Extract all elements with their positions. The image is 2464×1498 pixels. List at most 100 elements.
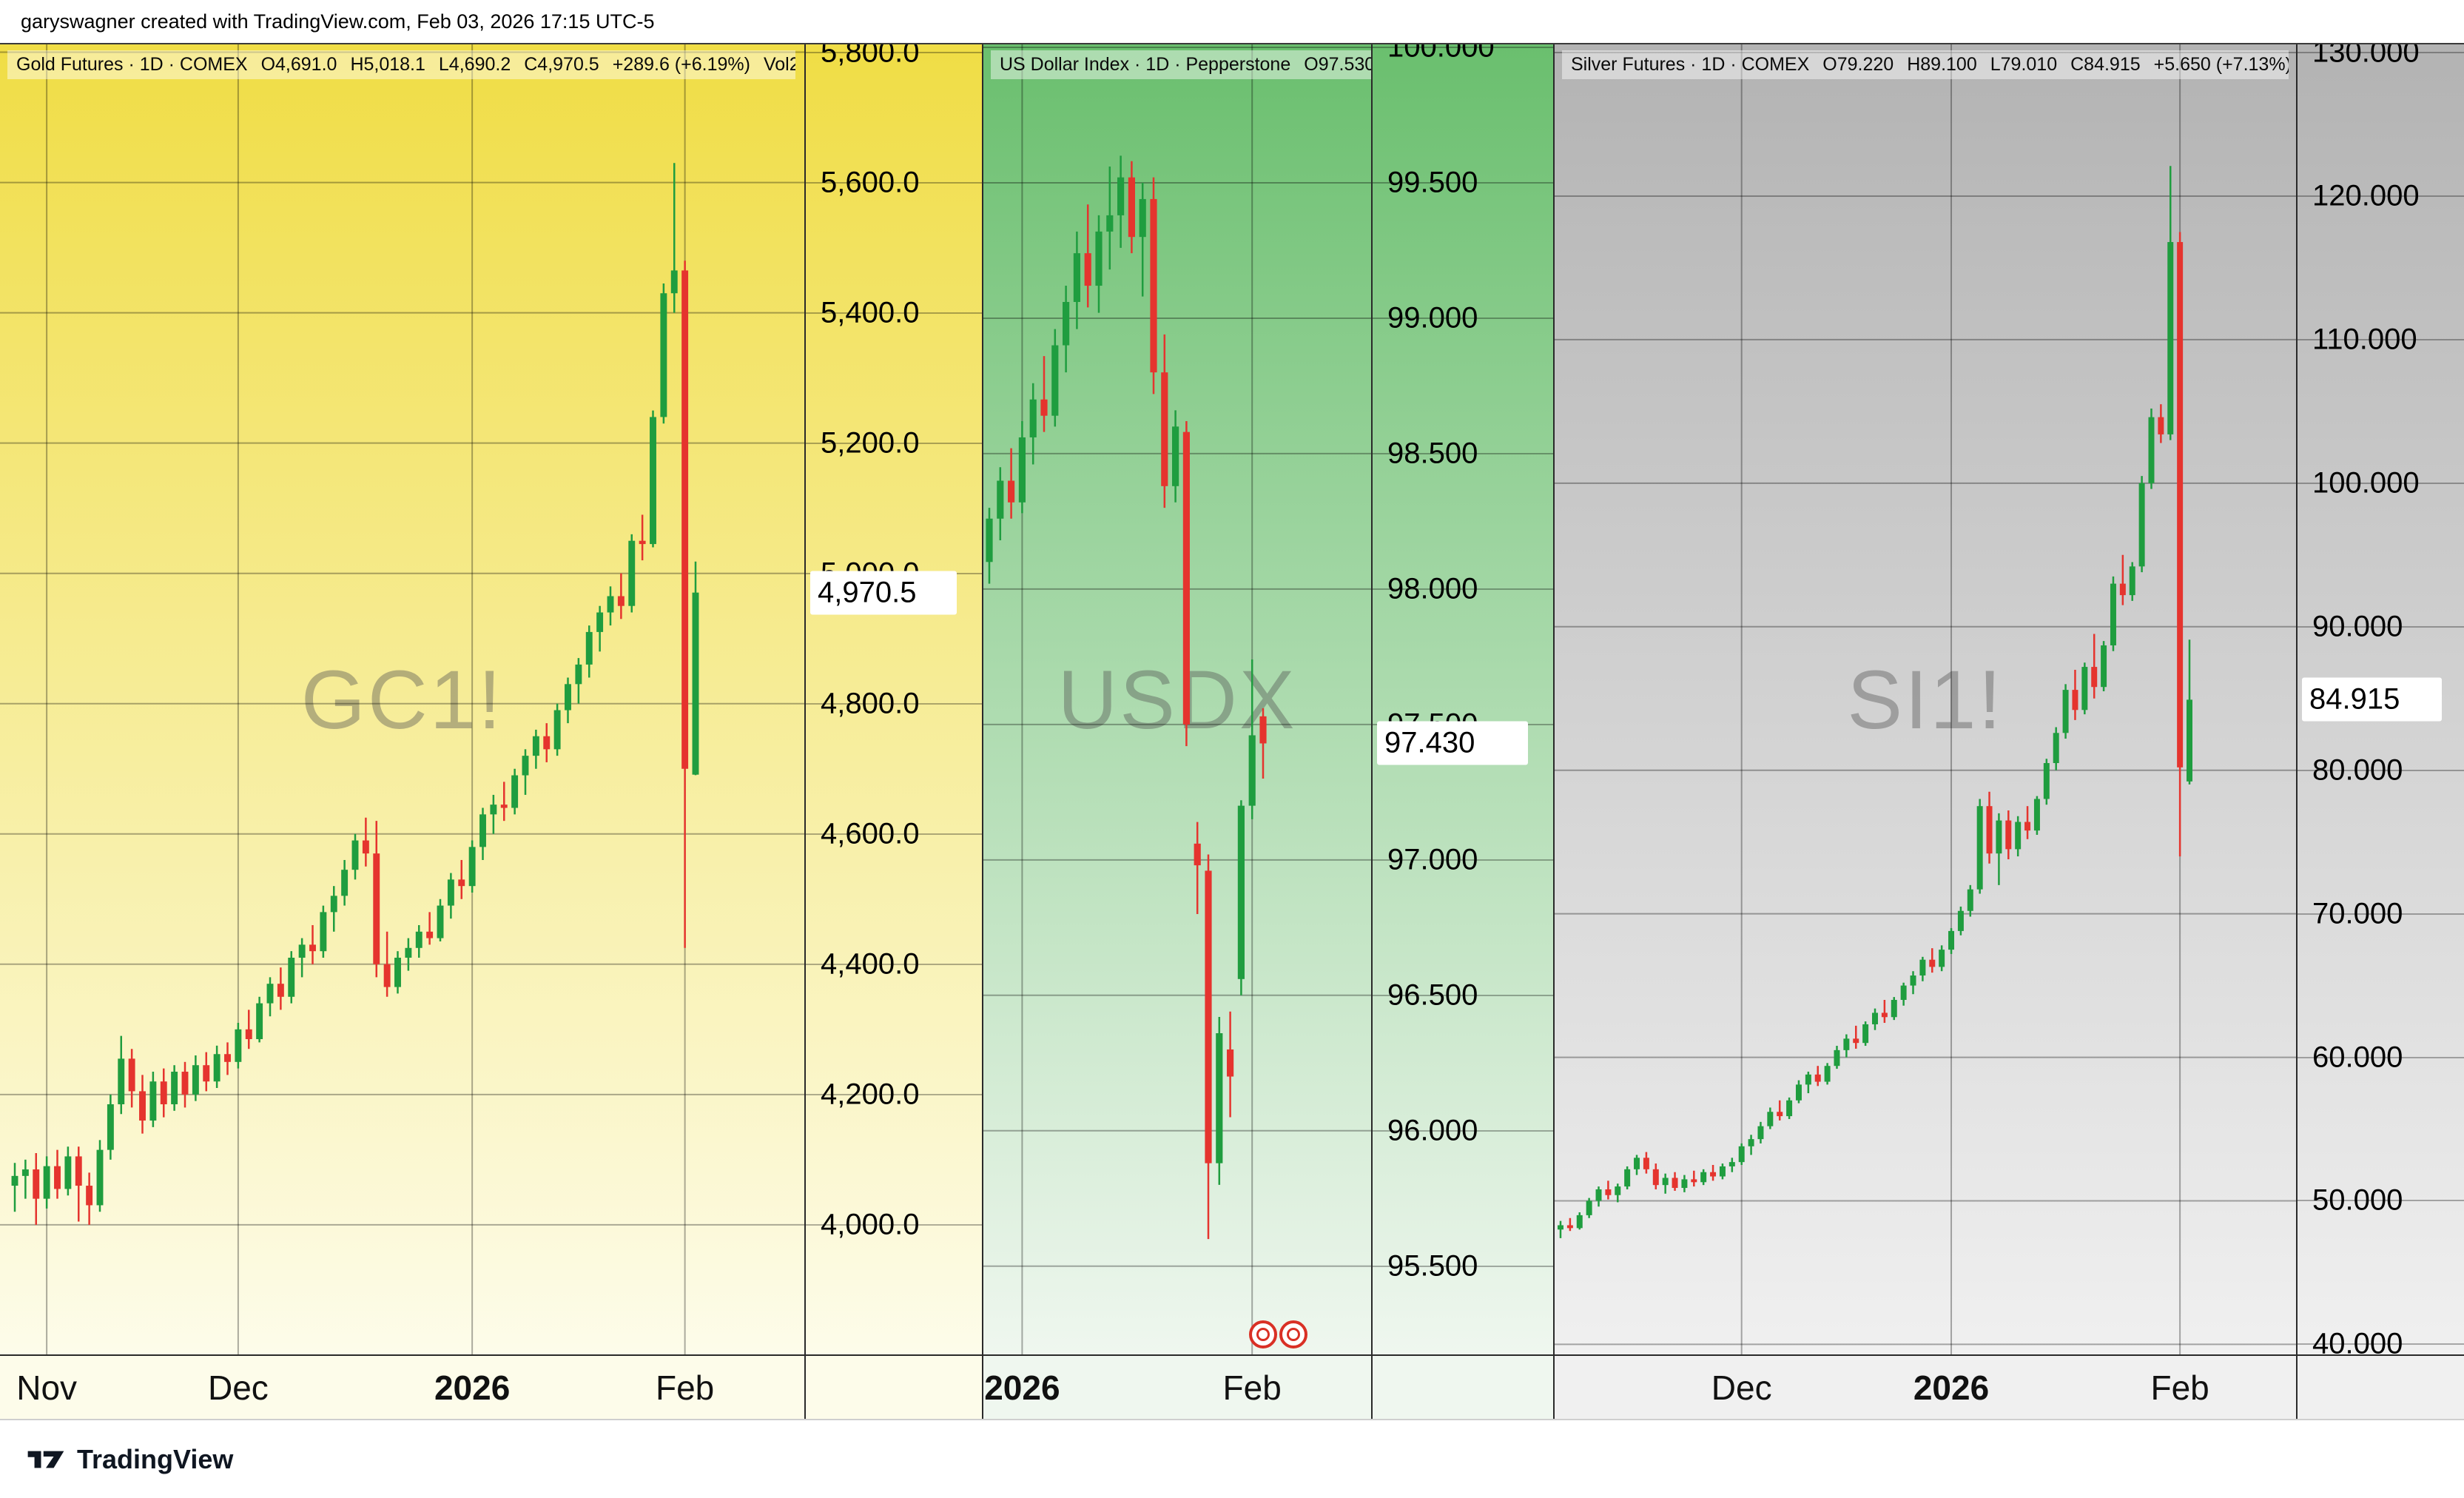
candle[interactable] — [1634, 1158, 1640, 1169]
candle[interactable] — [2081, 667, 2088, 711]
silver-time-axis[interactable]: Dec 2026 Feb — [1555, 1354, 2296, 1419]
candle[interactable] — [1084, 253, 1091, 286]
candle[interactable] — [2024, 822, 2031, 831]
candle[interactable] — [160, 1081, 167, 1105]
candle[interactable] — [607, 596, 614, 613]
usdx-symbol-title[interactable]: US Dollar Index · 1D · Pepperstone — [1000, 54, 1291, 75]
candle[interactable] — [149, 1081, 157, 1121]
candle[interactable] — [330, 896, 337, 913]
candle[interactable] — [86, 1186, 93, 1206]
candle[interactable] — [2187, 699, 2192, 782]
candle[interactable] — [1681, 1179, 1688, 1189]
candle[interactable] — [1777, 1112, 1783, 1117]
candle[interactable] — [394, 957, 401, 987]
candle[interactable] — [2167, 242, 2174, 434]
candle[interactable] — [1182, 431, 1190, 725]
candle[interactable] — [405, 947, 412, 958]
candle[interactable] — [2110, 583, 2116, 645]
candle[interactable] — [21, 1169, 29, 1176]
candle[interactable] — [1595, 1189, 1602, 1201]
candle[interactable] — [128, 1058, 135, 1092]
candle[interactable] — [1643, 1158, 1649, 1169]
candle[interactable] — [298, 944, 306, 958]
candle[interactable] — [1757, 1126, 1764, 1140]
usdx-time-axis[interactable]: 2026 Feb — [983, 1354, 1371, 1419]
candle[interactable] — [997, 480, 1004, 519]
gold-symbol-title[interactable]: Gold Futures · 1D · COMEX — [16, 54, 248, 75]
candle[interactable] — [1843, 1038, 1850, 1050]
candle[interactable] — [1117, 177, 1125, 215]
candle[interactable] — [1824, 1066, 1831, 1082]
candle[interactable] — [1558, 1225, 1563, 1230]
candle[interactable] — [617, 596, 625, 606]
event-marker-icon[interactable] — [1249, 1320, 1277, 1348]
candle[interactable] — [490, 805, 497, 815]
candle[interactable] — [2119, 583, 2126, 596]
silver-price-axis[interactable]: 84.915 130.000 120.000 110.000 100.000 90.00… — [2296, 44, 2464, 1354]
candle[interactable] — [1237, 805, 1245, 979]
candle[interactable] — [1128, 177, 1135, 238]
candle[interactable] — [1662, 1178, 1669, 1186]
gold-time-axis[interactable]: Nov Dec 2026 Feb — [0, 1354, 804, 1419]
candle[interactable] — [1748, 1139, 1754, 1146]
candle[interactable] — [224, 1054, 231, 1062]
candle[interactable] — [511, 775, 519, 808]
candle[interactable] — [1939, 950, 1945, 967]
candle[interactable] — [639, 540, 646, 545]
candle[interactable] — [2033, 799, 2040, 831]
gold-chart[interactable]: GC1! Gold Futures · 1D · COMEX O4,691.0 … — [0, 44, 804, 1354]
candle[interactable] — [1957, 910, 1964, 931]
candle[interactable] — [1051, 345, 1059, 416]
candle[interactable] — [1205, 870, 1212, 1163]
candle[interactable] — [585, 631, 593, 665]
candle[interactable] — [1786, 1100, 1793, 1117]
silver-chart[interactable]: SI1! Silver Futures · 1D · COMEX O79.220… — [1555, 44, 2296, 1354]
candle[interactable] — [235, 1029, 242, 1062]
candle[interactable] — [54, 1166, 61, 1189]
candle[interactable] — [500, 805, 508, 808]
candle[interactable] — [479, 814, 486, 847]
candle[interactable] — [107, 1104, 114, 1150]
candle[interactable] — [1738, 1146, 1745, 1163]
event-marker-icon[interactable] — [1279, 1320, 1308, 1348]
candle[interactable] — [1710, 1172, 1717, 1177]
candle[interactable] — [1063, 301, 1070, 346]
candle[interactable] — [2158, 417, 2164, 434]
candle[interactable] — [1996, 820, 2002, 854]
usdx-chart[interactable]: USDX US Dollar Index · 1D · Pepperstone … — [983, 44, 1371, 1354]
candle[interactable] — [203, 1065, 210, 1082]
tradingview-logo-icon[interactable] — [27, 1447, 65, 1472]
tradingview-logo-text[interactable]: TradingView — [77, 1443, 234, 1474]
candle[interactable] — [2138, 483, 2145, 567]
candle[interactable] — [1150, 198, 1157, 373]
candle[interactable] — [1814, 1074, 1821, 1082]
candle[interactable] — [2053, 733, 2059, 764]
candle[interactable] — [670, 270, 678, 294]
candle[interactable] — [2177, 242, 2184, 768]
candle[interactable] — [1986, 806, 1993, 854]
candle[interactable] — [1728, 1162, 1735, 1166]
candle[interactable] — [266, 984, 274, 1004]
candle[interactable] — [1248, 735, 1256, 806]
candle[interactable] — [1805, 1074, 1811, 1085]
candle[interactable] — [192, 1065, 199, 1095]
candle[interactable] — [1652, 1169, 1659, 1186]
candle[interactable] — [650, 417, 656, 545]
candle[interactable] — [1139, 198, 1146, 238]
candle[interactable] — [447, 879, 454, 906]
candle[interactable] — [341, 870, 349, 896]
candle[interactable] — [1672, 1178, 1678, 1189]
candle[interactable] — [1719, 1166, 1726, 1177]
candle[interactable] — [288, 957, 295, 997]
candle[interactable] — [2043, 763, 2050, 799]
candle[interactable] — [1872, 1012, 1878, 1024]
candle[interactable] — [351, 840, 359, 870]
candle[interactable] — [43, 1166, 50, 1199]
candle[interactable] — [309, 944, 316, 952]
candle[interactable] — [1767, 1112, 1774, 1126]
candle[interactable] — [1853, 1038, 1859, 1044]
candle[interactable] — [532, 736, 539, 756]
candle[interactable] — [1976, 806, 1983, 890]
candle[interactable] — [596, 612, 604, 632]
candle[interactable] — [320, 912, 327, 952]
